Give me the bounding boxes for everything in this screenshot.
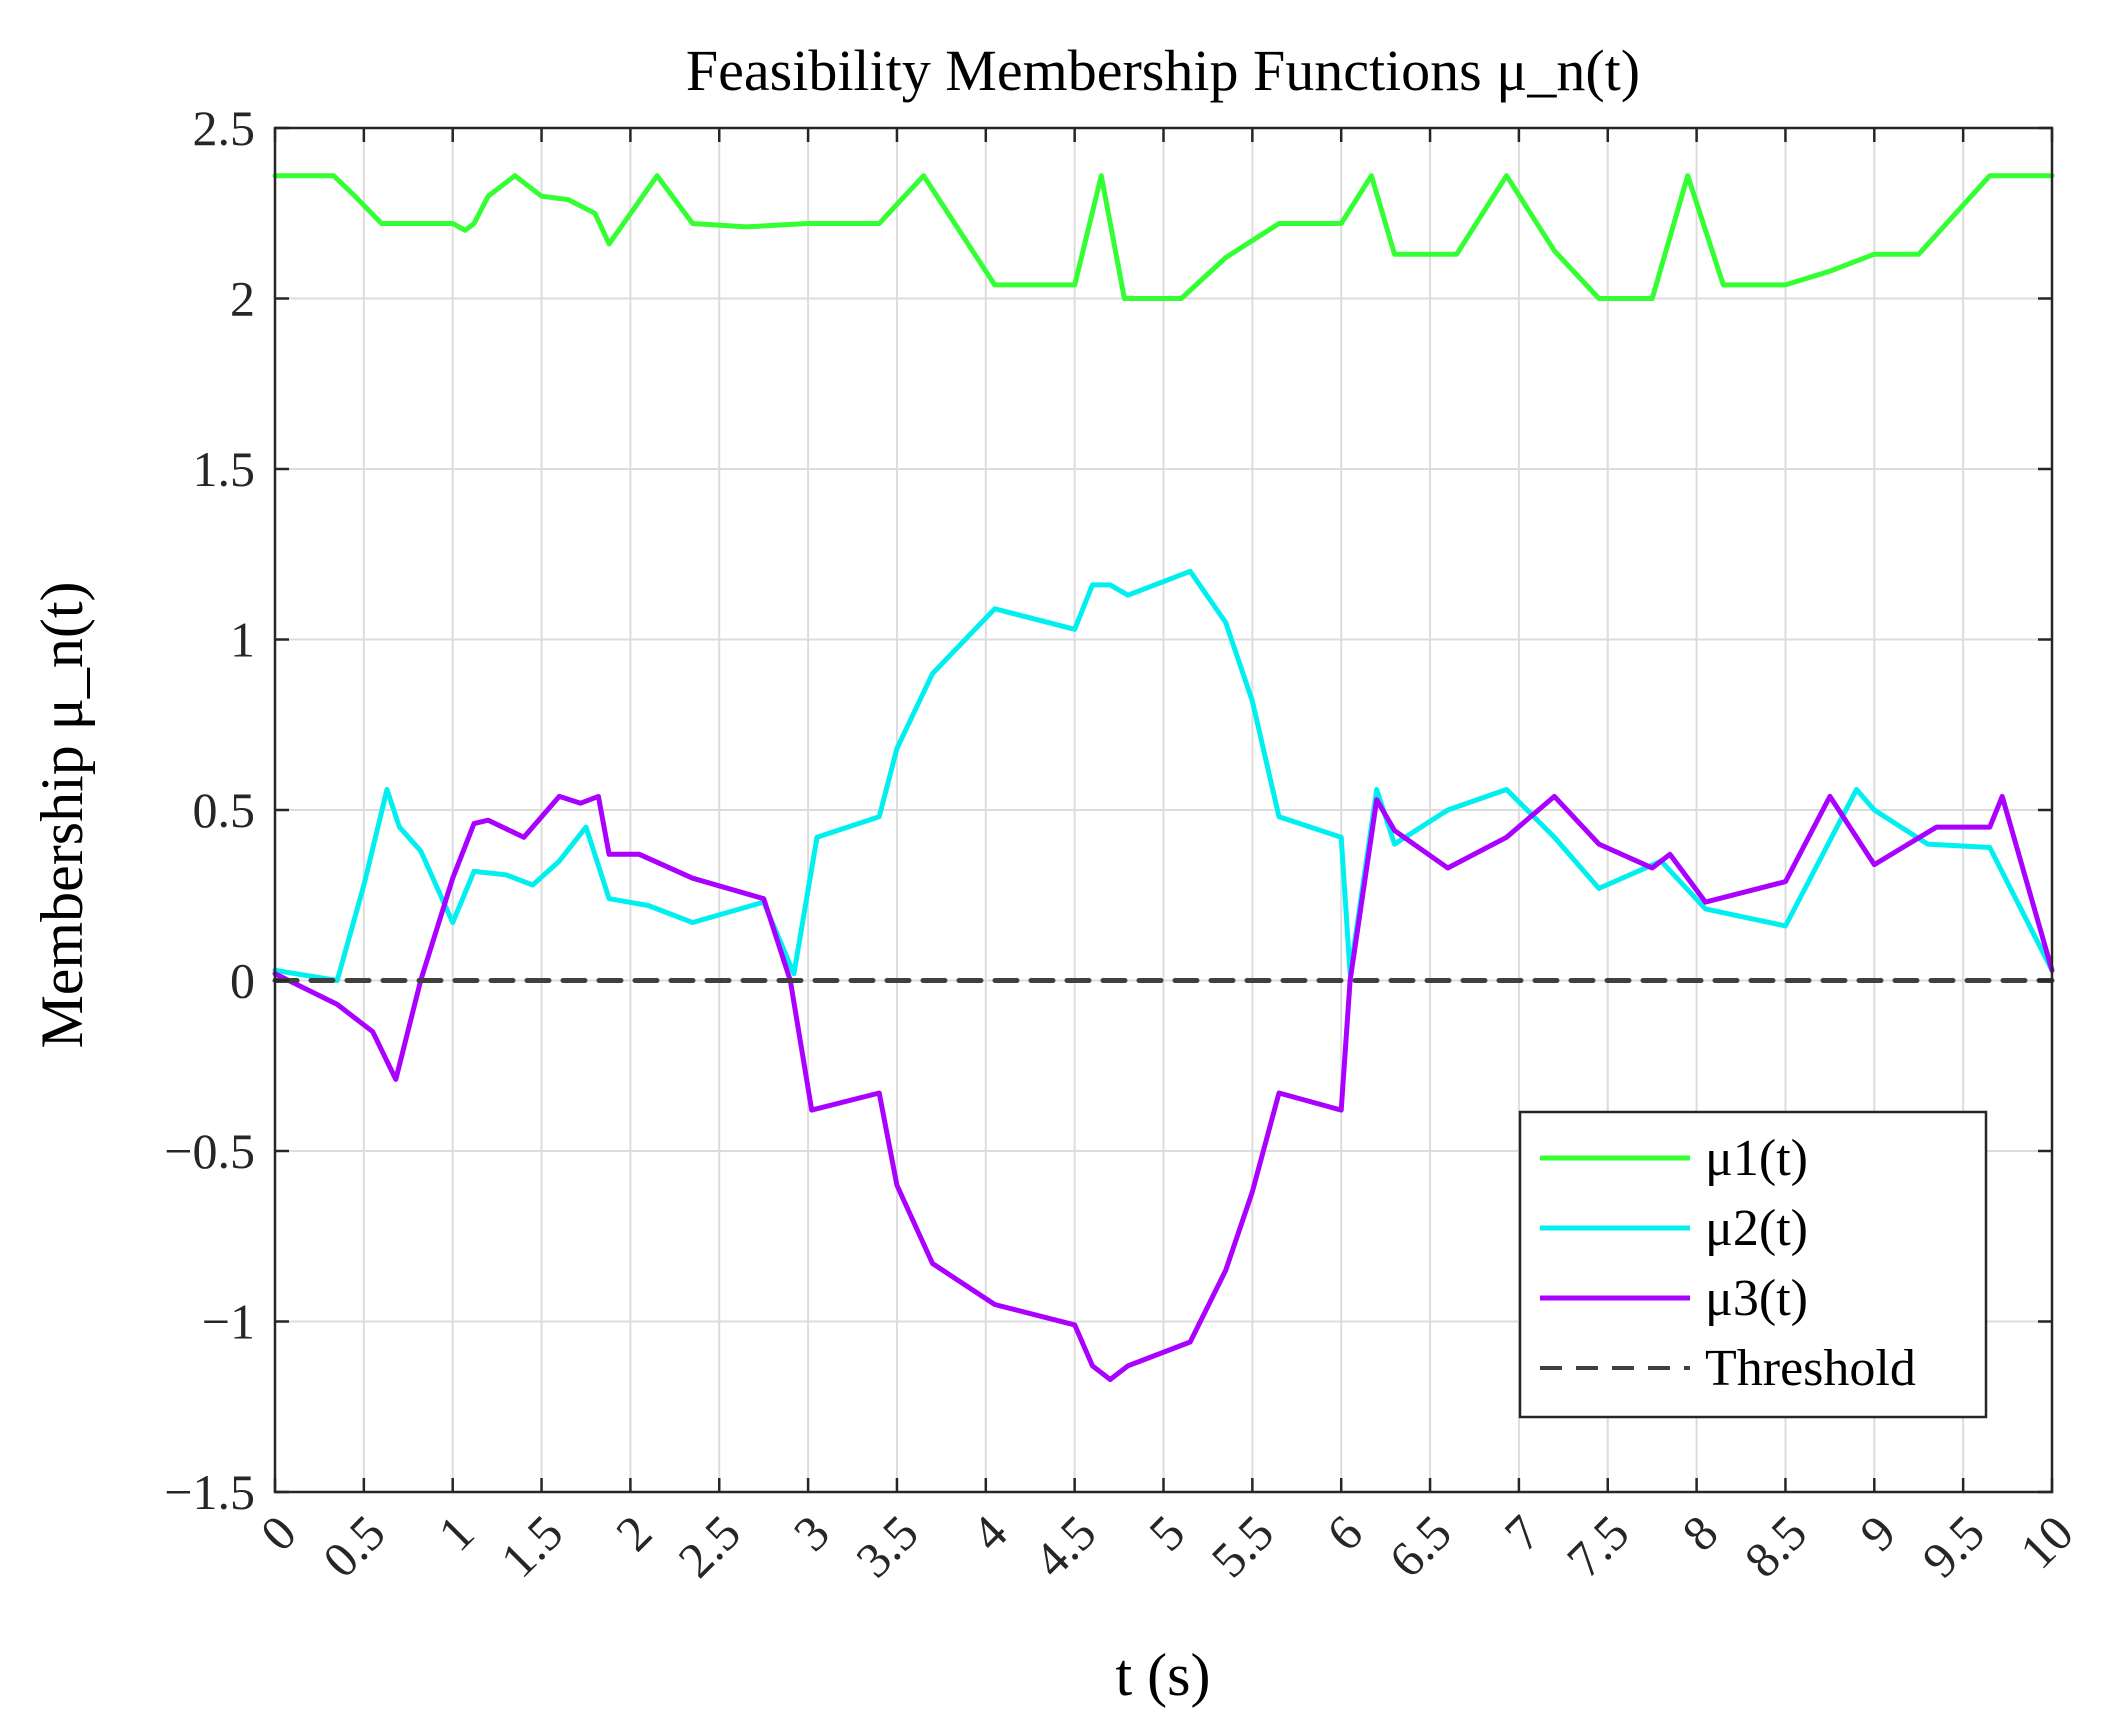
legend-label-3: μ3(t) bbox=[1705, 1270, 1808, 1327]
y-tick-label: −1 bbox=[202, 1294, 255, 1350]
legend-label-2: μ2(t) bbox=[1705, 1200, 1808, 1257]
x-axis-label: t (s) bbox=[1116, 1642, 1211, 1708]
y-tick-label: −1.5 bbox=[164, 1464, 255, 1520]
legend-label-1: μ1(t) bbox=[1705, 1130, 1808, 1187]
series-line-2 bbox=[272, 568, 2055, 983]
axes bbox=[273, 126, 2054, 1494]
y-axis-label: Membership μ_n(t) bbox=[29, 581, 95, 1048]
y-tick-label: 2.5 bbox=[193, 100, 256, 156]
y-tick-label: 1 bbox=[230, 612, 255, 668]
series-layer bbox=[272, 173, 2055, 1382]
legend: μ1(t) μ2(t) μ3(t) Threshold bbox=[1518, 1110, 1988, 1419]
legend-label-4: Threshold bbox=[1705, 1340, 1916, 1397]
y-tick-label: 1.5 bbox=[193, 441, 256, 497]
y-tick-label: 0.5 bbox=[193, 782, 256, 838]
series-line-1 bbox=[272, 173, 2055, 301]
y-tick-label: −0.5 bbox=[164, 1123, 255, 1179]
y-tick-label: 0 bbox=[230, 953, 255, 1009]
chart-title: Feasibility Membership Functions μ_n(t) bbox=[686, 38, 1640, 103]
series-line-3 bbox=[272, 793, 2055, 1382]
y-tick-label: 2 bbox=[230, 271, 255, 327]
